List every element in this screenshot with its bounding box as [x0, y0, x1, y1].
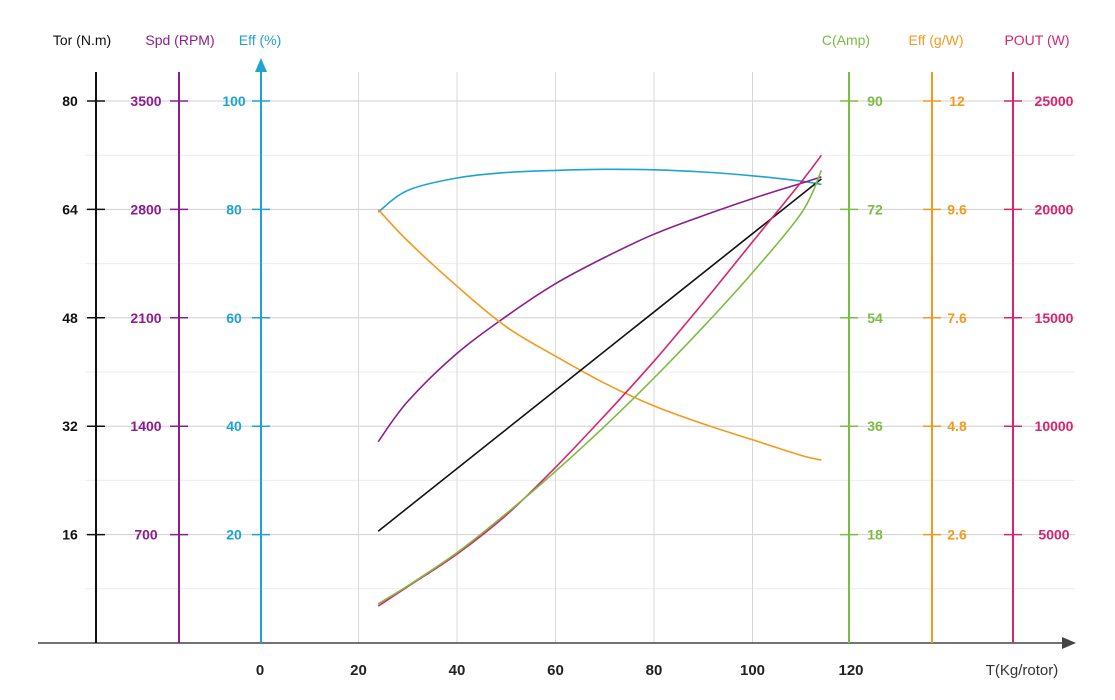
series-effgw-line: [377, 208, 822, 461]
axis-effgw-tick-label: 7.6: [947, 310, 967, 326]
axis-eff-tick-label: 40: [226, 418, 242, 434]
axis-pout-tick-label: 10000: [1035, 418, 1074, 434]
series-tor-line: [377, 178, 822, 532]
axis-cur-tick-label: 90: [867, 93, 883, 109]
x-tick-label: 100: [740, 662, 765, 679]
axis-tor-tick-label: 16: [62, 527, 78, 543]
axis-tor-tick-label: 80: [62, 93, 78, 109]
x-tick-label: 0: [256, 662, 264, 679]
axis-cur-tick-label: 36: [867, 418, 883, 434]
axis-spd-tick-label: 2800: [130, 201, 161, 217]
axis-effgw-tick-label: 12: [949, 93, 965, 109]
series-pout-line: [377, 154, 823, 607]
axis-spd-tick-label: 3500: [130, 93, 161, 109]
axis-tor-tick-label: 32: [62, 418, 78, 434]
axis-eff-tick-label: 100: [222, 93, 246, 109]
axis-eff-title: Eff (%): [239, 32, 282, 48]
axis-tor-tick-label: 64: [62, 201, 78, 217]
axis-eff-tick-label: 60: [226, 310, 242, 326]
axis-cur-tick-label: 54: [867, 310, 883, 326]
series-eff-line: [377, 168, 822, 213]
axis-effgw-tick-label: 4.8: [947, 418, 967, 434]
x-axis-arrow: [1062, 637, 1076, 649]
axis-cur-tick-label: 18: [867, 527, 883, 543]
axis-effgw-title: Eff (g/W): [909, 32, 964, 48]
axis-tor-tick-label: 48: [62, 310, 78, 326]
x-tick-label: 60: [547, 662, 564, 679]
series-spd-line: [377, 176, 822, 443]
axis-cur-tick-label: 72: [867, 201, 883, 217]
x-tick-label: 80: [646, 662, 663, 679]
x-tick-label: 20: [350, 662, 367, 679]
axis-cur-title: C(Amp): [822, 32, 870, 48]
axis-effgw-tick-label: 2.6: [947, 527, 967, 543]
axis-spd-tick-label: 2100: [130, 310, 161, 326]
axis-spd-tick-label: 1400: [130, 418, 161, 434]
axis-pout-tick-label: 5000: [1038, 527, 1069, 543]
axis-spd-title: Spd (RPM): [145, 32, 214, 48]
axis-pout-tick-label: 15000: [1035, 310, 1074, 326]
axis-spd-tick-label: 700: [134, 527, 158, 543]
axis-pout-tick-label: 25000: [1035, 93, 1074, 109]
axis-pout-tick-label: 20000: [1035, 201, 1074, 217]
axis-effgw-tick-label: 9.6: [947, 201, 967, 217]
axis-eff-tick-label: 80: [226, 201, 242, 217]
x-axis-label: T(Kg/rotor): [986, 662, 1059, 679]
axis-eff-tick-label: 20: [226, 527, 242, 543]
axis-eff-arrow: [255, 58, 267, 72]
axis-pout-title: POUT (W): [1004, 32, 1069, 48]
axis-tor-title: Tor (N.m): [53, 32, 111, 48]
x-tick-label: 40: [449, 662, 466, 679]
x-tick-label: 120: [838, 662, 863, 679]
series-cur-line: [377, 169, 823, 605]
